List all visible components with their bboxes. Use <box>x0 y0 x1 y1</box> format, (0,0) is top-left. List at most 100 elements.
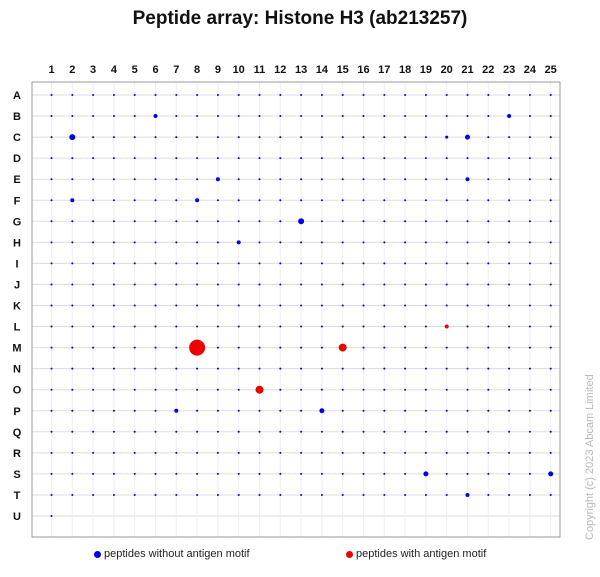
baseline-dot-L8 <box>196 325 199 328</box>
baseline-dot-D24 <box>528 157 531 160</box>
baseline-dot-F17 <box>383 199 386 202</box>
grid-layer <box>32 82 560 537</box>
row-label-F: F <box>14 195 21 207</box>
baseline-dot-E5 <box>133 178 136 181</box>
baseline-dot-T5 <box>133 493 136 496</box>
baseline-dot-O20 <box>445 388 448 391</box>
baseline-dot-J10 <box>237 283 240 286</box>
baseline-dot-S5 <box>133 472 136 475</box>
row-label-K: K <box>13 301 21 313</box>
baseline-dot-D9 <box>216 157 219 160</box>
baseline-dot-B12 <box>279 115 282 118</box>
baseline-dot-N13 <box>300 367 303 370</box>
baseline-dot-E12 <box>279 178 282 181</box>
baseline-dot-A6 <box>154 94 157 96</box>
baseline-dot-I19 <box>424 262 427 265</box>
baseline-dot-Q11 <box>258 430 261 433</box>
row-label-E: E <box>13 174 20 186</box>
baseline-dot-N20 <box>445 367 448 370</box>
baseline-dot-J19 <box>424 283 427 286</box>
baseline-dot-G22 <box>487 220 490 223</box>
baseline-dot-S12 <box>279 472 282 475</box>
column-label-10: 10 <box>233 64 245 76</box>
baseline-dot-A21 <box>466 94 469 96</box>
baseline-dot-P6 <box>154 409 157 412</box>
baseline-dot-S17 <box>383 472 386 475</box>
baseline-dot-R2 <box>71 451 74 454</box>
baseline-dot-H3 <box>92 241 95 244</box>
baseline-dot-A20 <box>445 94 448 96</box>
baseline-dot-R6 <box>154 451 157 454</box>
baseline-dot-M9 <box>216 346 219 349</box>
column-label-23: 23 <box>503 64 515 76</box>
baseline-dot-D15 <box>341 157 344 160</box>
baseline-dot-A7 <box>175 94 178 96</box>
baseline-dot-L7 <box>175 325 178 328</box>
baseline-dot-A5 <box>133 94 136 96</box>
baseline-dot-R22 <box>487 451 490 454</box>
baseline-dot-F21 <box>466 199 469 202</box>
row-label-L: L <box>14 322 21 334</box>
baseline-dot-J21 <box>466 283 469 286</box>
row-label-O: O <box>13 385 22 397</box>
baseline-dot-D12 <box>279 157 282 160</box>
baseline-dot-H5 <box>133 241 136 244</box>
baseline-dot-P1 <box>50 409 53 412</box>
baseline-dot-N24 <box>528 367 531 370</box>
baseline-dot-A13 <box>300 94 303 96</box>
baseline-dot-B17 <box>383 115 386 118</box>
baseline-dot-G18 <box>404 220 407 223</box>
baseline-dot-E17 <box>383 178 386 181</box>
baseline-dot-B14 <box>320 115 323 118</box>
baseline-dot-I1 <box>50 262 53 265</box>
baseline-dot-O4 <box>112 388 115 391</box>
baseline-dot-L9 <box>216 325 219 328</box>
baseline-dot-O8 <box>196 388 199 391</box>
baseline-dot-H9 <box>216 241 219 244</box>
baseline-dot-R3 <box>92 451 95 454</box>
baseline-dot-J1 <box>50 283 53 286</box>
data-point-without-motif-F8 <box>195 198 200 203</box>
column-label-3: 3 <box>90 64 96 76</box>
baseline-dot-A22 <box>487 94 490 96</box>
baseline-dot-A24 <box>528 94 531 96</box>
column-label-12: 12 <box>274 64 286 76</box>
baseline-dot-G19 <box>424 220 427 223</box>
column-label-21: 21 <box>461 64 473 76</box>
baseline-dot-E18 <box>404 178 407 181</box>
baseline-dot-M17 <box>383 346 386 349</box>
baseline-dot-C8 <box>196 136 199 139</box>
baseline-dot-H4 <box>112 241 115 244</box>
baseline-dot-M2 <box>71 346 74 349</box>
baseline-dot-P24 <box>528 409 531 412</box>
baseline-dot-T6 <box>154 493 157 496</box>
baseline-dot-J15 <box>341 283 344 286</box>
baseline-dot-H24 <box>528 241 531 244</box>
baseline-dot-D22 <box>487 157 490 160</box>
baseline-dot-M12 <box>279 346 282 349</box>
legend-entry-with-motif: peptides with antigen motif <box>346 548 486 560</box>
baseline-dot-J6 <box>154 283 157 286</box>
baseline-dot-K16 <box>362 304 365 307</box>
baseline-dot-K20 <box>445 304 448 307</box>
baseline-dot-E10 <box>237 178 240 181</box>
baseline-dot-E1 <box>50 178 53 181</box>
baseline-dot-D25 <box>549 157 552 160</box>
baseline-dot-T22 <box>487 493 490 496</box>
baseline-dot-I14 <box>320 262 323 265</box>
baseline-dot-I21 <box>466 262 469 265</box>
baseline-dot-E25 <box>549 178 552 181</box>
baseline-dot-D17 <box>383 157 386 160</box>
baseline-dot-T20 <box>445 493 448 496</box>
baseline-dot-C19 <box>424 136 427 139</box>
column-label-17: 17 <box>378 64 390 76</box>
baseline-dot-A16 <box>362 94 365 96</box>
baseline-dot-N2 <box>71 367 74 370</box>
baseline-dot-D11 <box>258 157 261 160</box>
column-label-18: 18 <box>399 64 411 76</box>
baseline-dot-J9 <box>216 283 219 286</box>
baseline-dot-O7 <box>175 388 178 391</box>
baseline-dot-T14 <box>320 493 323 496</box>
baseline-dot-L11 <box>258 325 261 328</box>
data-point-without-motif-P14 <box>319 408 325 414</box>
